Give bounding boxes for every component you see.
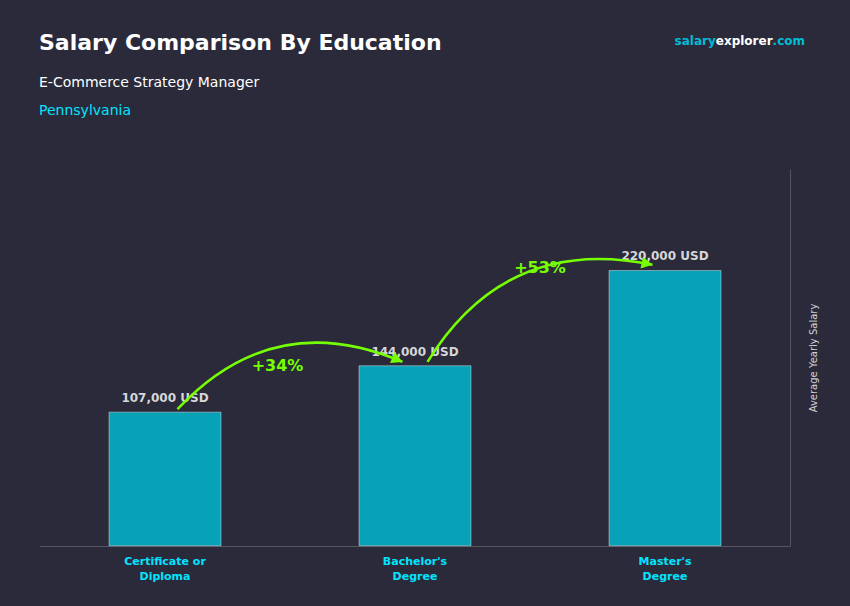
svg-text:Degree: Degree [393,570,438,583]
svg-text:Pennsylvania: Pennsylvania [39,102,131,118]
svg-text:107,000 USD: 107,000 USD [121,390,209,405]
svg-text:144,000 USD: 144,000 USD [371,345,458,359]
svg-text:explorer: explorer [716,34,773,48]
svg-text:+34%: +34% [252,356,304,375]
svg-text:+53%: +53% [514,258,566,277]
svg-text:.com: .com [773,34,805,48]
svg-text:Certificate or: Certificate or [124,555,206,568]
svg-text:Average Yearly Salary: Average Yearly Salary [808,304,819,413]
svg-text:Degree: Degree [643,570,688,583]
svg-text:Bachelor's: Bachelor's [383,555,448,568]
svg-text:220,000 USD: 220,000 USD [621,249,709,264]
svg-text:Master's: Master's [639,555,692,568]
svg-text:salary: salary [675,34,716,48]
svg-text:Salary Comparison By Education: Salary Comparison By Education [39,30,442,55]
svg-text:Diploma: Diploma [140,570,191,583]
svg-text:E-Commerce Strategy Manager: E-Commerce Strategy Manager [39,74,259,90]
